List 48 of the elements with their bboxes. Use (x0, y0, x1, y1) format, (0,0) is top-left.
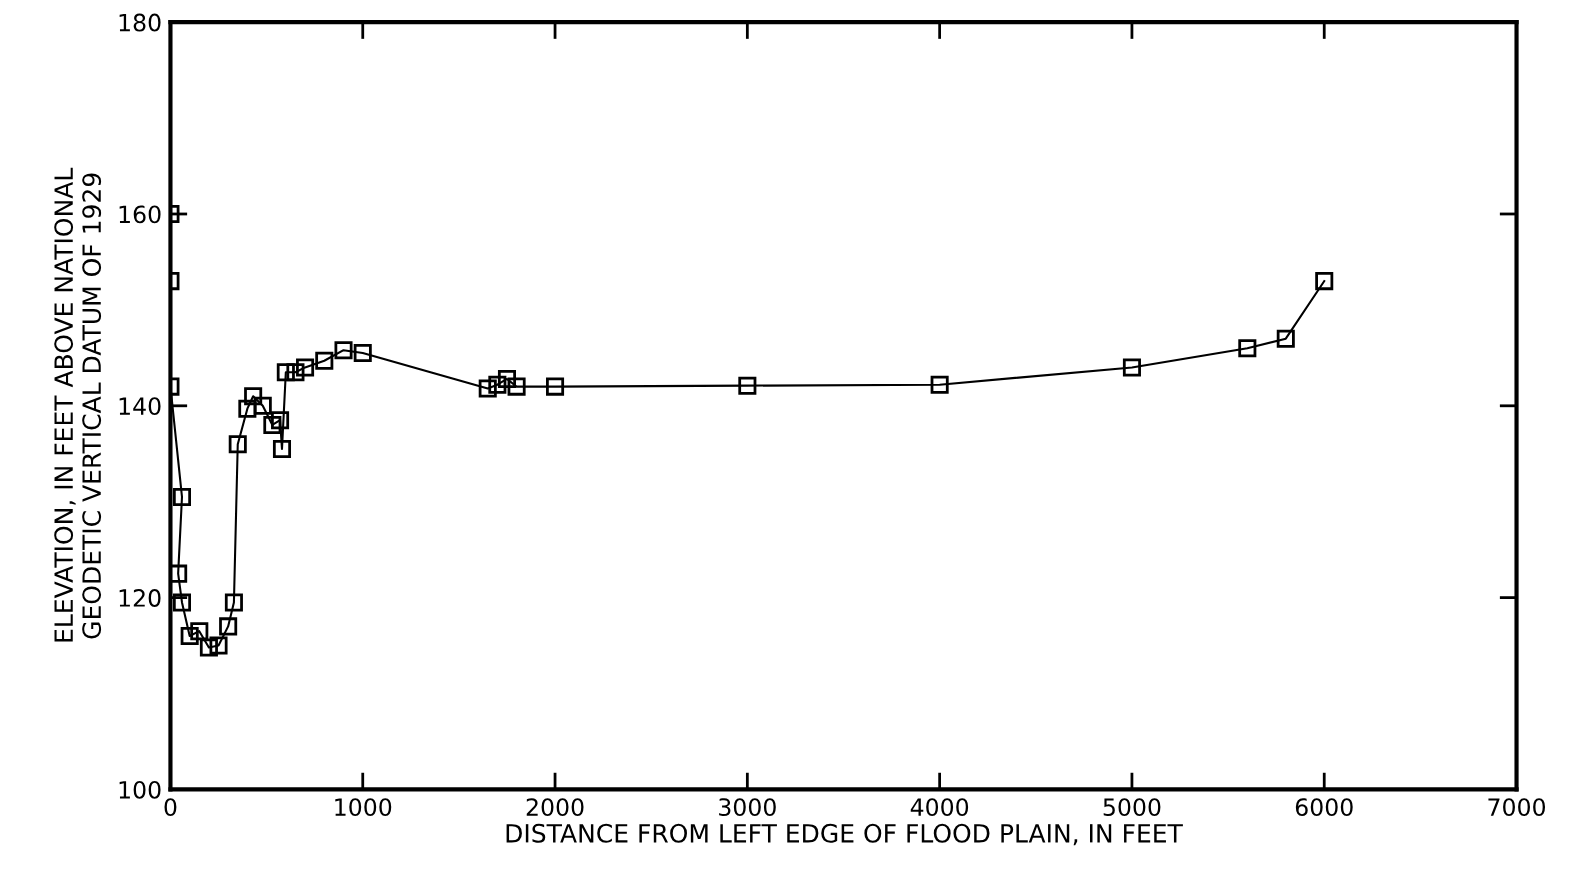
x-tick-label: 2000 (526, 798, 584, 817)
point (271, 411, 290, 430)
point (930, 375, 949, 394)
point (253, 396, 272, 415)
x-tick-label: 4000 (910, 798, 969, 817)
point (224, 593, 243, 612)
point (478, 379, 497, 398)
point (199, 638, 218, 657)
y-tick-label: 120 (119, 589, 161, 607)
point (738, 376, 757, 395)
x-tick-label: 7000 (1488, 798, 1546, 817)
point (263, 415, 282, 435)
point (172, 593, 192, 612)
point (296, 358, 315, 377)
point (272, 439, 292, 458)
x-tick-label: 1000 (335, 798, 392, 817)
point (1315, 272, 1334, 291)
point (244, 387, 263, 406)
y-tick-label: 100 (119, 780, 161, 799)
point (209, 636, 228, 655)
point (488, 375, 507, 394)
y-tick-label: 140 (119, 397, 161, 416)
point (1238, 339, 1257, 358)
x-tick-label: 6000 (1295, 798, 1353, 817)
point (334, 341, 353, 360)
point (1122, 358, 1141, 377)
point (507, 377, 526, 396)
point (353, 344, 372, 363)
point (190, 622, 209, 641)
x-axis-title: DISTANCE FROM LEFT EDGE OF FLOOD PLAIN, IN FEET (506, 823, 1183, 846)
point (238, 399, 257, 418)
point (228, 435, 247, 454)
point (286, 363, 305, 382)
x-tick-label: 3000 (719, 798, 776, 817)
point (180, 626, 199, 646)
point (172, 487, 192, 506)
y-tick-label: 160 (119, 205, 161, 224)
point (546, 377, 565, 396)
point (170, 564, 188, 583)
point (276, 363, 295, 382)
point (497, 369, 516, 388)
x-tick-label: 0 (164, 798, 177, 817)
point (1276, 329, 1295, 348)
x-tick-label: 5000 (1103, 798, 1161, 817)
point (315, 351, 334, 370)
point (219, 617, 238, 636)
y-axis-title: ELEVATION, IN FEET ABOVE NATIONAL GEODETIC VERTICAL DATUM OF 1929 (54, 167, 102, 642)
y-tick-label: 180 (119, 13, 161, 32)
